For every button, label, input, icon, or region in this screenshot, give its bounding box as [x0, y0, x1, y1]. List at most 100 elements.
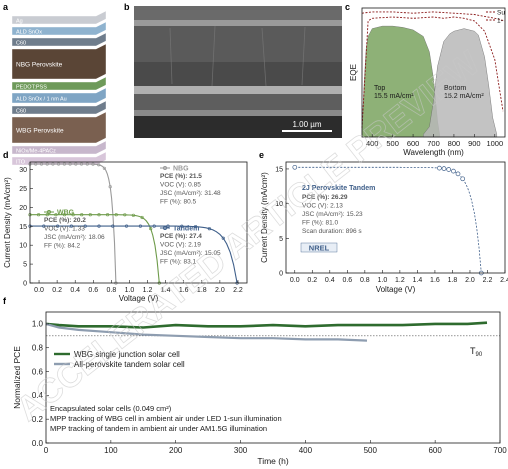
jv-point-tandem — [221, 236, 225, 240]
info-title: 2J Perovskite Tandem — [302, 185, 375, 192]
nrel-logo-box — [300, 242, 338, 253]
x-axis-title: Voltage (V) — [376, 285, 416, 294]
x-tick-label: 900 — [468, 139, 481, 148]
x-tick-label: 0.8 — [360, 277, 370, 284]
plot-frame — [285, 161, 506, 274]
jv-point-nbg — [51, 162, 55, 166]
annotation-top: Top — [374, 85, 385, 92]
scale-bar-label: 1.00 µm — [292, 120, 321, 129]
info-tandem: VOC (V): 2.19 — [160, 242, 201, 249]
x-tick-label: 0.8 — [107, 287, 117, 294]
jv-point-tandem — [97, 224, 101, 228]
legend-label-1: All-perovskite tandem solar cell — [74, 360, 185, 369]
y-tick-label: 0.8 — [32, 344, 44, 353]
jv-point-wbg — [105, 213, 110, 217]
layer-label: NiOx/Me-4PACz — [16, 149, 56, 155]
y-tick-label: 25 — [19, 186, 27, 193]
info-nbg: PCE (%): 21.5 — [160, 173, 202, 180]
jv-curve-nbg — [30, 163, 117, 284]
layer-label: WBG Perovskite — [16, 128, 64, 135]
panel-label-f: f — [3, 296, 7, 306]
jv-point-wbg — [88, 213, 92, 217]
info-row: PCE (%): 26.29 — [302, 194, 348, 201]
jv-point-nbg — [39, 162, 44, 166]
x-tick-label: 1.8 — [448, 277, 458, 284]
jv-point-wbg — [45, 213, 49, 217]
layer-7 — [11, 111, 107, 144]
panel-label-e: e — [259, 150, 264, 160]
legend-label-sum: Su — [497, 10, 505, 17]
panel-label-a: a — [3, 2, 9, 12]
jv-point-nbg — [34, 162, 38, 166]
jv-point-nbg — [74, 162, 78, 166]
jv-point-tandem — [207, 227, 211, 231]
x-tick-label: 200 — [169, 446, 183, 455]
layer-0 — [11, 10, 107, 25]
x-tick-label: 0.0 — [290, 277, 300, 284]
x-tick-label: 0.6 — [88, 287, 98, 294]
jv-point-nbg — [85, 162, 89, 166]
y-tick-label: 0 — [23, 281, 27, 288]
x-tick-label: 0.0 — [34, 287, 44, 294]
nrel-logo: NREL — [309, 244, 330, 253]
jv-point-tandem — [437, 165, 442, 171]
jv-point-tandem — [55, 224, 60, 228]
x-axis-title: Time (h) — [257, 456, 288, 466]
y-tick-label: 5 — [23, 262, 27, 269]
y-tick-label: 20 — [19, 205, 27, 212]
jv-point-tandem — [83, 224, 87, 228]
x-tick-label: 1.2 — [395, 277, 405, 284]
jv-point-tandem — [194, 225, 198, 229]
series-line-0 — [45, 321, 488, 329]
layer-1 — [11, 21, 107, 36]
jv-point-wbg — [114, 213, 118, 217]
t90-subscript: 90 — [476, 352, 483, 358]
x-tick-label: 0.4 — [325, 277, 335, 284]
jv-point-tandem — [152, 224, 156, 228]
x-axis-title: Voltage (V) — [119, 294, 159, 303]
jv-point-wbg — [54, 213, 58, 217]
x-tick-label: 700 — [493, 446, 507, 455]
jv-point-tandem — [180, 224, 184, 228]
jv-chart-subcells: 0.0 0.2 0.4 0.6 0.8 1.0 1.2 1.4 1.6 1.8 2.0 2.2 0 5 10… — [3, 161, 248, 303]
jv-chart-certified: 0.0 0.2 0.4 0.6 0.8 1.0 1.2 1.4 1.6 1.8 2.0 2.2 2.4 0… — [260, 161, 508, 294]
info-row: JSC (mA/cm²): 15.23 — [302, 211, 363, 218]
info-tandem: JSC (mA/cm²): 15.05 — [160, 250, 221, 257]
x-tick-label: 1.0 — [125, 287, 135, 294]
x-tick-label: 2.2 — [233, 287, 243, 294]
series-sum — [361, 16, 504, 129]
x-tick-label: 500 — [364, 446, 378, 455]
info-row: FF (%): 81.0 — [302, 220, 339, 227]
y-axis-title: EQE — [349, 64, 358, 81]
legend-marker-nbg — [163, 166, 167, 170]
x-tick-label: 600 — [407, 139, 420, 148]
jv-point-nbg — [56, 162, 61, 166]
legend-label-nbg: NBG — [173, 166, 189, 173]
info-wbg: FF (%): 84.2 — [44, 243, 81, 250]
jv-point-tandem — [292, 164, 298, 170]
y-axis-title: Normalized PCE — [12, 346, 22, 409]
y-tick-label: 5 — [279, 236, 283, 243]
jv-point-wbg — [36, 213, 41, 217]
info-wbg: PCE (%): 20.2 — [44, 217, 86, 224]
jv-point-tandem — [111, 224, 115, 228]
jv-point-nbg — [97, 163, 101, 167]
jv-curve-wbg — [30, 214, 160, 284]
jv-point-wbg — [123, 213, 127, 217]
layer-label: ALD SnOx — [16, 30, 42, 36]
series-line-1 — [45, 322, 368, 342]
layer-label: ITO — [16, 160, 26, 166]
jv-point-wbg — [71, 213, 75, 217]
jv-point-tandem — [441, 166, 447, 171]
layer-6 — [11, 100, 107, 115]
info-tandem: FF (%): 83.1 — [160, 259, 197, 266]
layer-5 — [11, 87, 107, 104]
y-tick-label: 30 — [19, 167, 27, 174]
x-tick-label: 2.0 — [465, 277, 475, 284]
legend-marker-wbg — [47, 210, 51, 214]
jv-point-tandem — [42, 224, 46, 228]
x-tick-label: 600 — [428, 446, 442, 455]
device-stack-schematic: Ag ALD SnOx C60 NBG Perovskite PEDOT:PSS ALD … — [11, 10, 107, 166]
x-tick-label: 400 — [299, 446, 313, 455]
legend-marker-tandem — [163, 226, 167, 230]
